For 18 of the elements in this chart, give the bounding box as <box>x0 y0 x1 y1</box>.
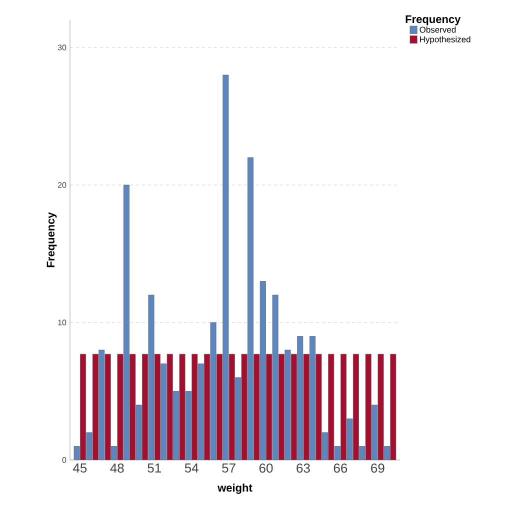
x-tick-label: 57 <box>222 464 236 473</box>
x-tick-label: 45 <box>72 464 87 473</box>
y-tick-label: 10 <box>58 320 66 326</box>
x-tick-label: 51 <box>148 464 161 473</box>
x-axis-title: weight <box>218 484 252 494</box>
legend-label: Observed <box>420 26 456 33</box>
y-axis-title: Frequency <box>46 212 57 268</box>
legend-label: Hypothesized <box>420 36 470 44</box>
x-tick-label: 63 <box>296 464 310 473</box>
y-tick-label: 30 <box>58 44 66 50</box>
x-tick-label: 66 <box>334 464 348 473</box>
x-tick-label: 60 <box>259 464 273 473</box>
x-tick-label: 48 <box>110 464 124 473</box>
legend-title: Frequency <box>406 15 461 26</box>
y-tick-label: 20 <box>58 182 66 188</box>
x-tick-label: 69 <box>371 464 384 473</box>
y-tick-label: 0 <box>62 457 66 463</box>
x-tick-label: 54 <box>184 464 198 473</box>
